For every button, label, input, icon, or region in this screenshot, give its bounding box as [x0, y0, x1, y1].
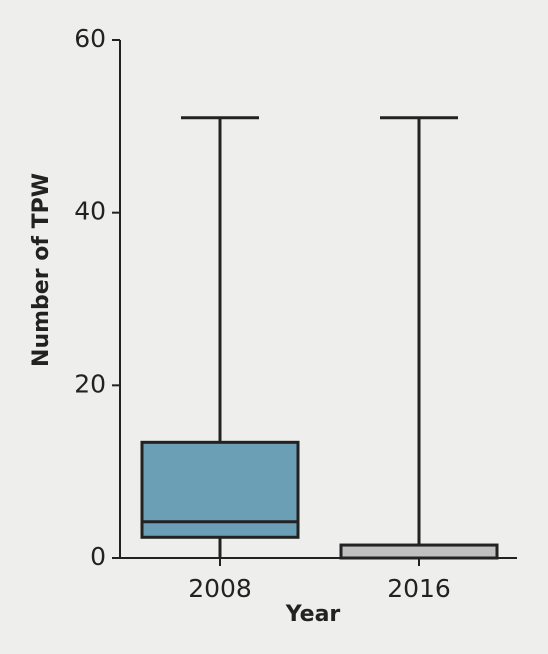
x-tick-label: 2008	[188, 574, 252, 603]
x-tick-label: 2016	[387, 574, 451, 603]
y-tick-label: 40	[74, 197, 106, 226]
y-tick-label: 20	[74, 369, 106, 398]
y-tick-label: 0	[90, 542, 106, 571]
box	[339, 543, 499, 560]
y-tick-label: 60	[74, 24, 106, 53]
x-axis-label: Year	[285, 602, 341, 627]
y-axis-label: Number of TPW	[29, 173, 54, 367]
